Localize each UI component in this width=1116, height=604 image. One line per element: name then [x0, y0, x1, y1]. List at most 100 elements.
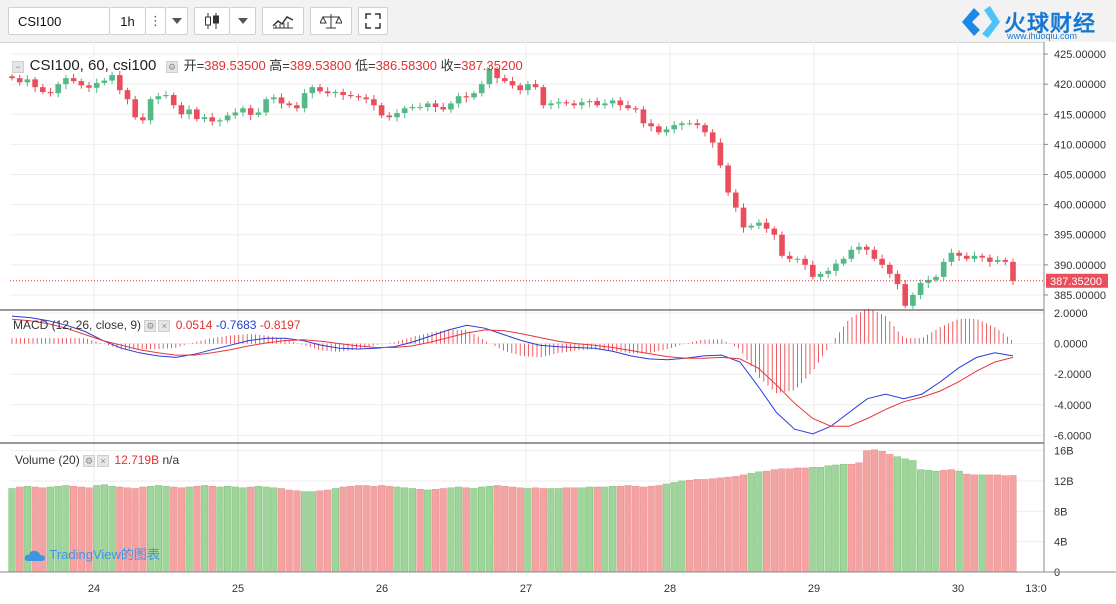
candle-body	[733, 192, 739, 208]
interval-dropdown-button[interactable]	[166, 7, 188, 35]
volume-title: Volume (20)	[15, 453, 80, 467]
volume-bar	[424, 489, 432, 573]
volume-bar	[755, 471, 763, 573]
symbol-search-input[interactable]: CSI100	[8, 7, 110, 35]
candle-body	[24, 79, 31, 83]
volume-bar	[354, 485, 363, 573]
compare-icon	[320, 14, 342, 29]
volume-bar	[285, 489, 293, 573]
settings-icon[interactable]: ⚙	[166, 60, 178, 73]
candle-body	[848, 249, 855, 259]
volume-bar	[793, 467, 801, 573]
time-tick-label-2: 26	[376, 583, 388, 595]
candle-body	[332, 91, 339, 94]
volume-bar	[485, 486, 494, 573]
candle-body	[394, 113, 400, 118]
time-tick-label-4: 28	[664, 583, 676, 595]
volume-bar	[662, 483, 671, 573]
volume-bar	[378, 485, 386, 573]
candle-body	[140, 117, 146, 121]
volume-bar	[778, 468, 786, 573]
volume-bar	[247, 486, 255, 573]
volume-bar	[886, 454, 894, 573]
volume-bar	[555, 488, 563, 573]
volume-bar	[562, 487, 570, 573]
volume-bar	[632, 486, 640, 573]
volume-bar	[747, 473, 755, 573]
volume-bar	[224, 486, 232, 573]
more-intervals-icon[interactable]: ⋮	[146, 7, 166, 35]
candle-body	[979, 255, 985, 258]
volume-bar	[824, 465, 832, 573]
candle-body	[994, 260, 1001, 262]
chart-canvas[interactable]: 425.00000 420.00000 415.00000 410.00000 405.…	[0, 42, 1116, 604]
volume-bar	[994, 474, 1002, 573]
volume-bar	[339, 486, 347, 573]
candle-body	[702, 125, 708, 133]
chart-type-button[interactable]	[194, 7, 230, 35]
brand-logo: 火球财经 www.ihuoqiu.com	[958, 6, 1108, 41]
volume-bar	[239, 487, 247, 573]
candle-body	[825, 270, 831, 274]
interval-button[interactable]: 1h	[110, 7, 146, 35]
volume-bar	[470, 488, 478, 573]
candle-body	[579, 102, 585, 106]
volume-bar	[262, 486, 270, 573]
candle-body	[440, 107, 446, 110]
chevron-down-icon	[171, 18, 182, 24]
candle-body	[663, 129, 670, 133]
candle-body	[748, 225, 754, 228]
candle-body	[956, 252, 962, 256]
volume-tick-label-0: 16B	[1054, 446, 1074, 458]
collapse-icon[interactable]: −	[12, 60, 24, 73]
candle-body	[271, 97, 277, 100]
candle-body	[717, 142, 724, 166]
candle-body	[348, 94, 354, 97]
fullscreen-button[interactable]	[358, 7, 388, 35]
candle-body	[840, 258, 847, 264]
candle-body	[16, 78, 23, 83]
candle-body	[109, 75, 115, 81]
candle-body	[371, 99, 377, 106]
compare-button[interactable]	[310, 7, 352, 35]
candle-body	[563, 102, 570, 104]
volume-bar	[693, 479, 701, 573]
volume-bar	[709, 478, 717, 573]
volume-bar	[917, 469, 925, 573]
time-tick-label-0: 24	[88, 583, 100, 595]
volume-bar	[462, 487, 470, 573]
last-price-badge	[1046, 273, 1108, 288]
price-tick-label-8: 385.00000	[1054, 290, 1106, 302]
macd-line	[11, 315, 1014, 435]
candle-body	[725, 165, 731, 193]
volume-bar	[809, 467, 817, 573]
candle-body	[540, 87, 547, 106]
close-icon[interactable]: ×	[158, 319, 171, 332]
volume-bar	[1001, 475, 1009, 573]
close-icon[interactable]: ×	[97, 454, 110, 467]
volume-bar	[739, 474, 748, 573]
candle-body	[794, 258, 801, 260]
candle-body	[910, 294, 916, 306]
volume-bar	[508, 486, 517, 573]
volume-bar	[770, 469, 778, 573]
candle-body	[201, 117, 208, 120]
candle-body	[964, 255, 970, 259]
volume-bar	[955, 470, 963, 573]
chart-type-dropdown-button[interactable]	[230, 7, 256, 35]
settings-icon[interactable]: ⚙	[83, 454, 96, 467]
indicators-button[interactable]	[262, 7, 304, 35]
volume-bar	[870, 449, 878, 573]
logo-name: 火球财经	[1004, 11, 1097, 36]
macd-tick-label-0: 2.0000	[1054, 308, 1088, 320]
signal-value: -0.8197	[259, 318, 301, 332]
candle-body	[448, 103, 454, 110]
settings-icon[interactable]: ⚙	[144, 319, 157, 332]
time-tick-label-1: 25	[232, 583, 244, 595]
time-tick-label-6: 30	[952, 583, 964, 595]
candle-body	[240, 108, 246, 113]
candle-body	[478, 84, 485, 94]
tradingview-watermark[interactable]: TradingView的图表	[24, 544, 160, 563]
candle-body	[309, 87, 316, 94]
candle-body	[471, 93, 477, 98]
